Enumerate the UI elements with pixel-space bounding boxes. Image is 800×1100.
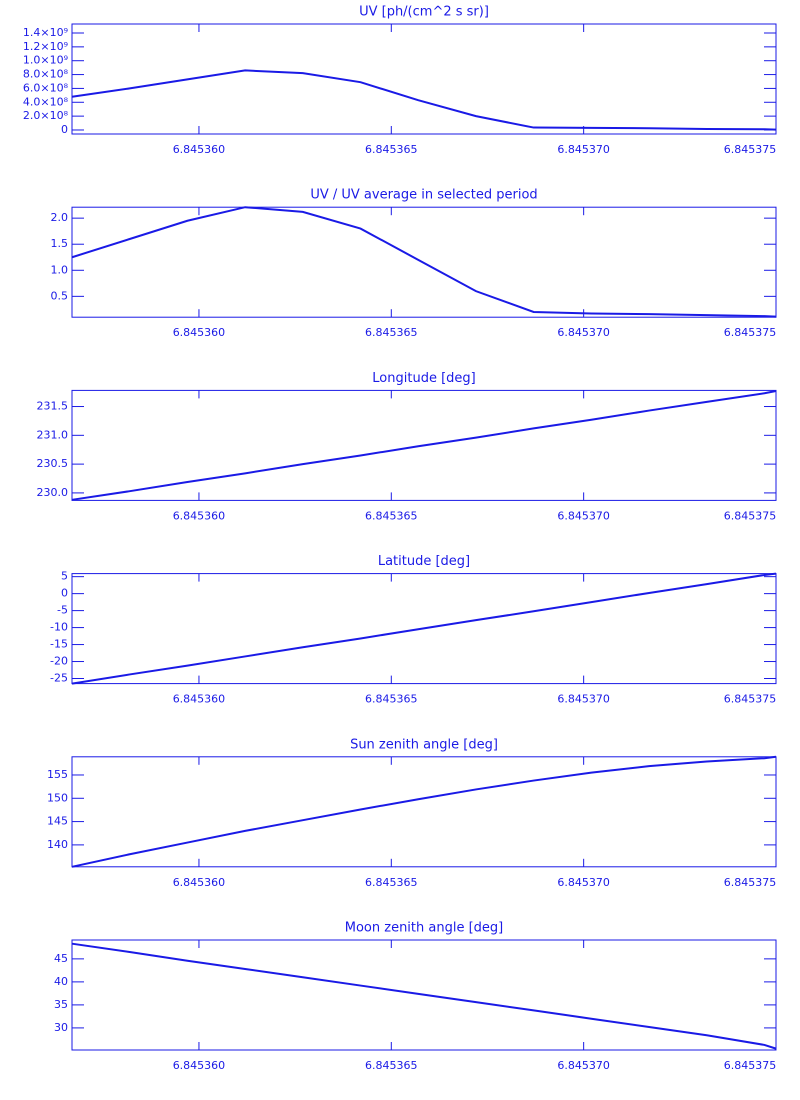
- y-tick-label: 2.0: [51, 211, 69, 224]
- y-tick-label: 1.2×10⁹: [23, 40, 68, 53]
- x-tick-label: 6.845375: [724, 693, 777, 706]
- plot-frame: [71, 939, 777, 1051]
- data-line: [71, 69, 777, 131]
- x-tick-label: 6.845370: [557, 1059, 610, 1072]
- chart-title: UV [ph/(cm^2 s sr)]: [359, 5, 489, 20]
- y-tick-label: 35: [54, 998, 68, 1011]
- chart-title: Longitude [deg]: [372, 371, 475, 386]
- y-tick-label: -20: [50, 655, 68, 668]
- chart-title: Latitude [deg]: [378, 554, 470, 569]
- y-tick-label: 40: [54, 975, 68, 988]
- x-tick-label: 6.845375: [724, 143, 777, 156]
- plot-frame: [71, 23, 777, 135]
- chart-title: Sun zenith angle [deg]: [350, 737, 498, 752]
- x-tick-label: 6.845365: [365, 1059, 418, 1072]
- y-tick-label: 1.4×10⁹: [23, 26, 68, 39]
- x-tick-label: 6.845370: [557, 693, 610, 706]
- x-tick-label: 6.845370: [557, 326, 610, 339]
- data-line: [71, 755, 777, 868]
- y-tick-label: -15: [50, 638, 68, 651]
- y-tick-label: 4.0×10⁸: [23, 95, 69, 108]
- chart-title: Moon zenith angle [deg]: [345, 921, 503, 936]
- x-tick-label: 6.845360: [173, 509, 226, 522]
- y-tick-label: 30: [54, 1021, 68, 1034]
- y-tick-label: 1.0: [51, 263, 69, 276]
- x-tick-label: 6.845360: [173, 326, 226, 339]
- x-tick-label: 6.845360: [173, 143, 226, 156]
- y-tick-label: -25: [50, 672, 68, 685]
- y-tick-label: 1.0×10⁹: [23, 54, 68, 67]
- y-tick-label: 155: [47, 768, 68, 781]
- y-tick-label: 231.0: [37, 428, 69, 441]
- data-line: [71, 572, 777, 685]
- plot-frame: [71, 389, 777, 501]
- chart-title: UV / UV average in selected period: [310, 188, 537, 203]
- y-tick-label: 0: [61, 587, 68, 600]
- x-tick-label: 6.845365: [365, 693, 418, 706]
- y-tick-label: -5: [57, 604, 68, 617]
- x-tick-label: 6.845370: [557, 876, 610, 889]
- y-tick-label: 231.5: [37, 400, 69, 413]
- x-tick-label: 6.845375: [724, 1059, 777, 1072]
- data-line: [71, 206, 777, 318]
- plot-frame: [71, 573, 777, 685]
- data-line: [71, 389, 777, 501]
- y-tick-label: 45: [54, 952, 68, 965]
- data-line: [71, 942, 777, 1050]
- y-tick-label: 2.0×10⁸: [23, 109, 69, 122]
- x-tick-label: 6.845365: [365, 876, 418, 889]
- x-tick-label: 6.845375: [724, 876, 777, 889]
- y-tick-label: 8.0×10⁸: [23, 68, 69, 81]
- y-tick-label: 1.5: [51, 237, 69, 250]
- y-tick-label: 0: [61, 123, 68, 136]
- y-tick-label: 230.0: [37, 486, 69, 499]
- plot-frame: [71, 756, 777, 868]
- y-tick-label: 6.0×10⁸: [23, 81, 69, 94]
- y-tick-label: 150: [47, 791, 68, 804]
- x-tick-label: 6.845360: [173, 693, 226, 706]
- y-tick-label: 230.5: [37, 457, 69, 470]
- x-tick-label: 6.845360: [173, 1059, 226, 1072]
- y-tick-label: 145: [47, 815, 68, 828]
- x-tick-label: 6.845370: [557, 143, 610, 156]
- x-tick-label: 6.845365: [365, 326, 418, 339]
- plot-frame: [71, 206, 777, 318]
- x-tick-label: 6.845360: [173, 876, 226, 889]
- y-tick-label: 5: [61, 570, 68, 583]
- x-tick-label: 6.845365: [365, 143, 418, 156]
- x-tick-label: 6.845375: [724, 326, 777, 339]
- y-tick-label: 0.5: [51, 289, 69, 302]
- x-tick-label: 6.845375: [724, 509, 777, 522]
- x-tick-label: 6.845370: [557, 509, 610, 522]
- y-tick-label: -10: [50, 621, 68, 634]
- x-tick-label: 6.845365: [365, 509, 418, 522]
- y-tick-label: 140: [47, 838, 68, 851]
